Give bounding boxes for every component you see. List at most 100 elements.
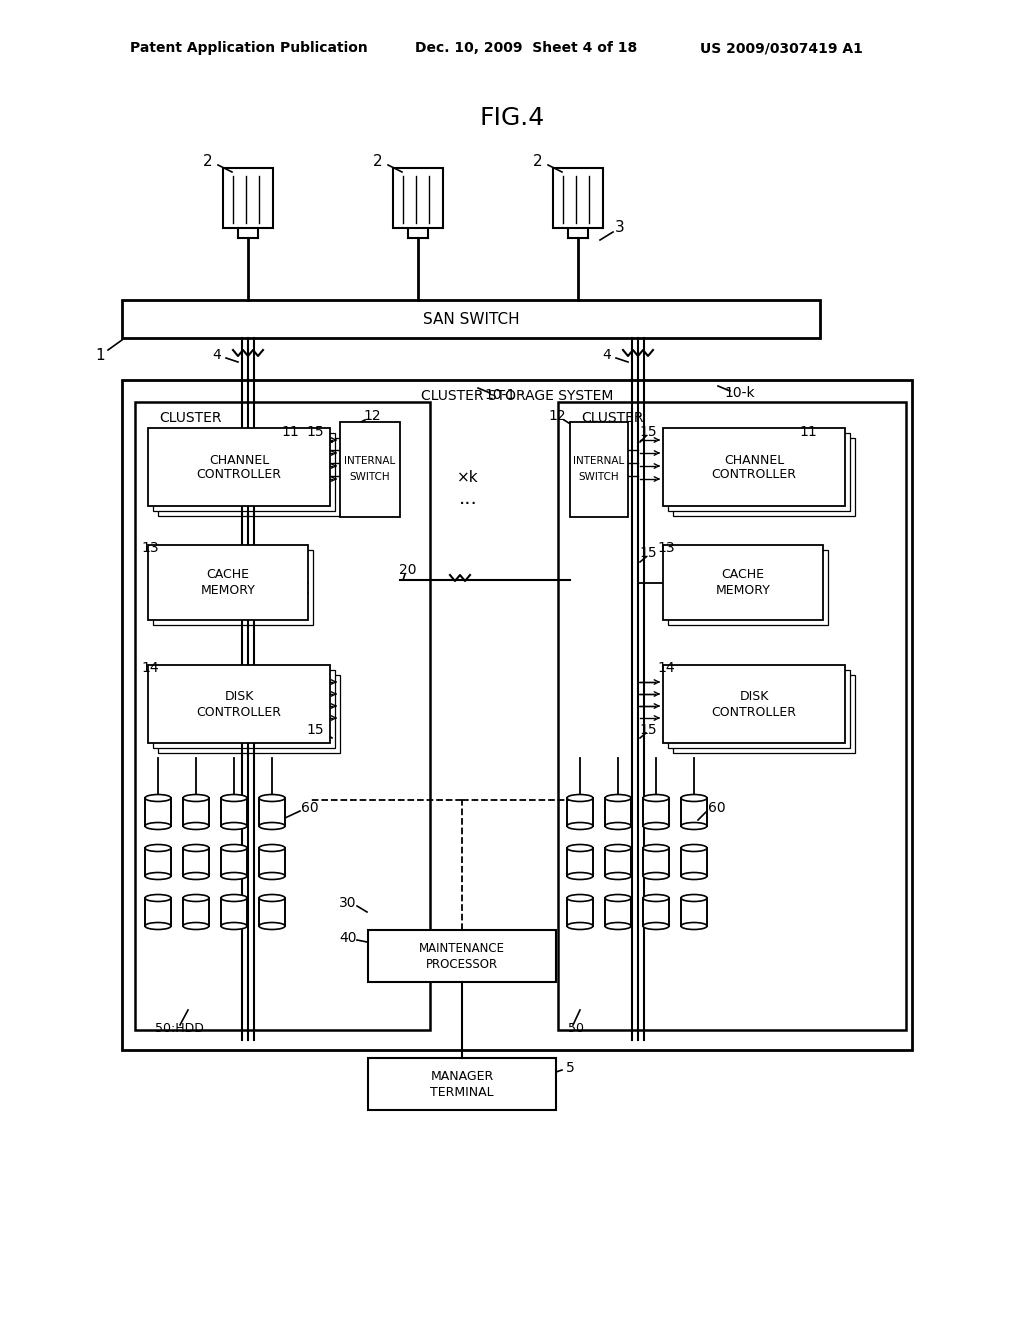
Ellipse shape	[567, 822, 593, 829]
Bar	[158, 675, 340, 752]
Ellipse shape	[643, 845, 669, 851]
Ellipse shape	[145, 873, 171, 879]
Bar	[135, 403, 430, 1030]
Bar	[158, 438, 340, 516]
Ellipse shape	[221, 873, 247, 879]
Bar	[183, 847, 209, 876]
Ellipse shape	[183, 873, 209, 879]
Bar	[259, 799, 285, 826]
Text: INTERNAL: INTERNAL	[573, 455, 625, 466]
Ellipse shape	[567, 895, 593, 902]
Bar	[148, 428, 330, 506]
Bar	[259, 898, 285, 927]
Bar	[122, 300, 820, 338]
Ellipse shape	[221, 845, 247, 851]
Bar	[558, 403, 906, 1030]
Bar	[148, 545, 308, 620]
Text: MEMORY: MEMORY	[716, 583, 770, 597]
Ellipse shape	[259, 873, 285, 879]
Text: 15: 15	[639, 546, 656, 560]
Text: 11: 11	[282, 425, 299, 440]
Bar	[145, 898, 171, 927]
Bar	[673, 675, 855, 752]
Ellipse shape	[567, 923, 593, 929]
Text: INTERNAL: INTERNAL	[344, 455, 395, 466]
Text: CONTROLLER: CONTROLLER	[197, 469, 282, 482]
Text: FIG.4: FIG.4	[479, 106, 545, 129]
Text: CONTROLLER: CONTROLLER	[712, 469, 797, 482]
Text: TERMINAL: TERMINAL	[430, 1085, 494, 1098]
Bar	[183, 799, 209, 826]
Bar	[223, 168, 273, 228]
Ellipse shape	[605, 873, 631, 879]
Bar	[570, 422, 628, 517]
Text: 3: 3	[615, 220, 625, 235]
Ellipse shape	[605, 895, 631, 902]
Text: DISK: DISK	[224, 690, 254, 704]
Bar	[668, 671, 850, 748]
Ellipse shape	[643, 895, 669, 902]
Text: CACHE: CACHE	[207, 569, 250, 582]
Text: DISK: DISK	[739, 690, 769, 704]
Bar	[663, 545, 823, 620]
Text: CONTROLLER: CONTROLLER	[712, 705, 797, 718]
Bar	[183, 898, 209, 927]
Ellipse shape	[221, 822, 247, 829]
Bar	[148, 665, 330, 743]
Text: 40: 40	[339, 931, 356, 945]
Ellipse shape	[643, 822, 669, 829]
Ellipse shape	[221, 795, 247, 801]
Bar	[567, 847, 593, 876]
Text: 13: 13	[657, 541, 675, 554]
Text: 10-k: 10-k	[725, 385, 756, 400]
Ellipse shape	[605, 822, 631, 829]
Text: 60: 60	[301, 801, 318, 814]
Ellipse shape	[259, 923, 285, 929]
Ellipse shape	[259, 822, 285, 829]
Ellipse shape	[681, 795, 707, 801]
Bar	[605, 847, 631, 876]
Text: ×k: ×k	[457, 470, 479, 486]
Text: CONTROLLER: CONTROLLER	[197, 705, 282, 718]
Text: CLUSTER: CLUSTER	[159, 411, 221, 425]
Ellipse shape	[145, 795, 171, 801]
Bar	[221, 898, 247, 927]
Ellipse shape	[681, 895, 707, 902]
Text: Patent Application Publication: Patent Application Publication	[130, 41, 368, 55]
Ellipse shape	[643, 923, 669, 929]
Bar	[221, 847, 247, 876]
Text: 20: 20	[399, 564, 417, 577]
Bar	[681, 898, 707, 927]
Text: 5: 5	[565, 1061, 574, 1074]
Text: CHANNEL: CHANNEL	[724, 454, 784, 466]
Ellipse shape	[221, 895, 247, 902]
Text: 12: 12	[364, 409, 381, 422]
Text: 1: 1	[95, 347, 104, 363]
Bar	[567, 898, 593, 927]
Ellipse shape	[681, 822, 707, 829]
Text: CHANNEL: CHANNEL	[209, 454, 269, 466]
Ellipse shape	[183, 923, 209, 929]
Ellipse shape	[145, 895, 171, 902]
Text: 2: 2	[373, 154, 383, 169]
Text: 50:HDD: 50:HDD	[155, 1022, 204, 1035]
Text: 10-1: 10-1	[484, 388, 516, 403]
Ellipse shape	[605, 845, 631, 851]
Bar	[221, 799, 247, 826]
Text: CLUSTER STORAGE SYSTEM: CLUSTER STORAGE SYSTEM	[421, 389, 613, 403]
Bar	[368, 1059, 556, 1110]
Bar	[668, 550, 828, 624]
Text: CACHE: CACHE	[722, 569, 765, 582]
Text: 50: 50	[568, 1022, 584, 1035]
Ellipse shape	[567, 873, 593, 879]
Bar	[153, 433, 335, 511]
Text: MANAGER: MANAGER	[430, 1069, 494, 1082]
Bar	[368, 931, 556, 982]
Text: 14: 14	[141, 661, 159, 675]
Bar	[681, 847, 707, 876]
Ellipse shape	[259, 795, 285, 801]
Ellipse shape	[183, 822, 209, 829]
Bar	[567, 799, 593, 826]
Bar	[153, 671, 335, 748]
Bar	[643, 847, 669, 876]
